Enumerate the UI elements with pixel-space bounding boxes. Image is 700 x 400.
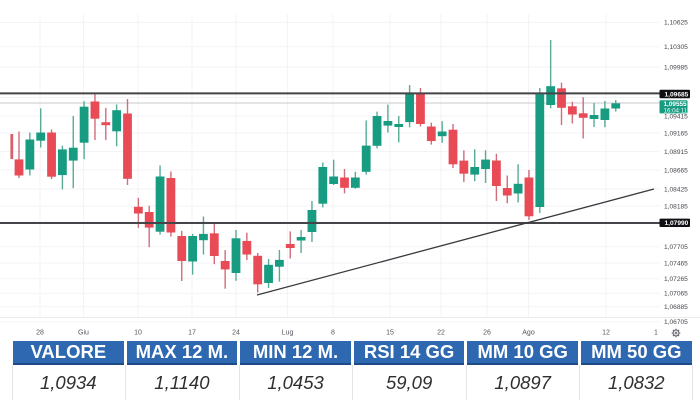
svg-text:1,09165: 1,09165 — [664, 130, 688, 137]
svg-text:1,07265: 1,07265 — [664, 276, 688, 283]
svg-text:1,07990: 1,07990 — [665, 220, 689, 227]
svg-text:1,09985: 1,09985 — [664, 64, 688, 71]
svg-text:1,07065: 1,07065 — [664, 291, 688, 298]
svg-text:17: 17 — [188, 330, 196, 337]
svg-text:1,10625: 1,10625 — [664, 20, 688, 27]
svg-text:1: 1 — [654, 330, 658, 337]
svg-text:10: 10 — [134, 330, 142, 337]
svg-text:1,09555: 1,09555 — [664, 101, 688, 108]
svg-text:1,10305: 1,10305 — [664, 44, 688, 51]
svg-text:1,08425: 1,08425 — [664, 186, 688, 193]
svg-text:12: 12 — [602, 330, 610, 337]
svg-text:1,06885: 1,06885 — [664, 304, 688, 311]
svg-text:Ago: Ago — [522, 330, 535, 337]
svg-text:1,06705: 1,06705 — [664, 319, 688, 326]
svg-text:1,08185: 1,08185 — [664, 203, 688, 210]
svg-text:1,07705: 1,07705 — [664, 244, 688, 251]
svg-text:1,09415: 1,09415 — [664, 113, 688, 120]
svg-text:1,07465: 1,07465 — [664, 260, 688, 267]
svg-text:1,08665: 1,08665 — [664, 167, 688, 174]
svg-text:8: 8 — [331, 330, 335, 337]
svg-text:28: 28 — [36, 330, 44, 337]
svg-text:1,09685: 1,09685 — [665, 91, 689, 98]
svg-text:22: 22 — [437, 330, 445, 337]
svg-text:15: 15 — [386, 330, 394, 337]
svg-text:Giu: Giu — [78, 330, 89, 337]
svg-text:26: 26 — [483, 330, 491, 337]
svg-text:1,08915: 1,08915 — [664, 149, 688, 156]
svg-text:Lug: Lug — [282, 330, 294, 337]
svg-text:16:04:11: 16:04:11 — [664, 107, 688, 114]
svg-text:24: 24 — [232, 330, 240, 337]
